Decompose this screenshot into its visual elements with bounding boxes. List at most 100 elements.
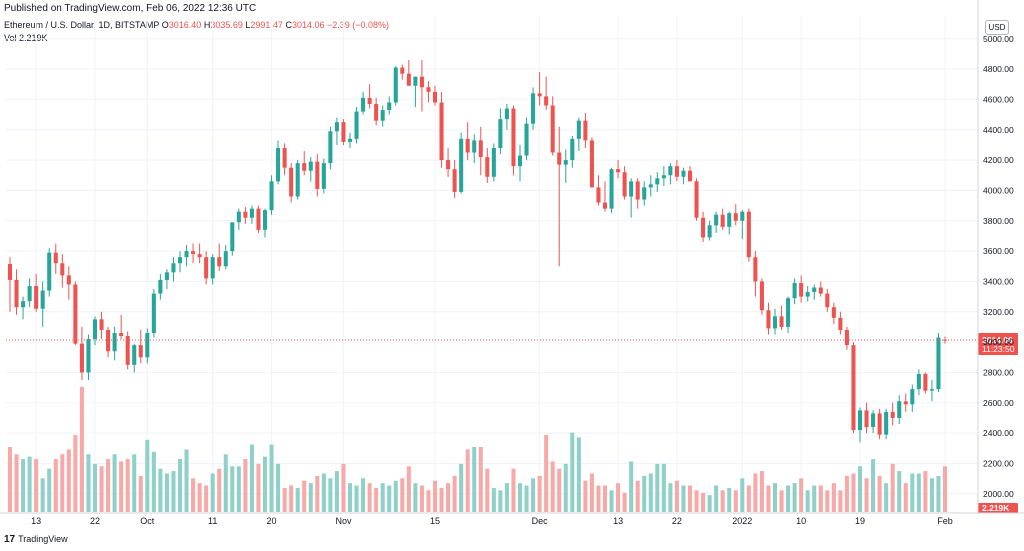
candle-body	[282, 147, 287, 168]
volume-bar	[308, 483, 313, 512]
candle-body	[7, 264, 13, 280]
candle-body	[655, 178, 660, 185]
candle-body	[759, 281, 764, 311]
symbol-legend: Ethereum / U.S. Dollar, 1D, BITSTAMP O30…	[4, 20, 389, 30]
volume-bar	[197, 483, 202, 512]
volume-bar	[642, 475, 647, 512]
footer-brand[interactable]: 17 TradingView	[4, 534, 68, 545]
high-value: 3035.69	[210, 20, 243, 30]
y-tick-label: 4600.00	[983, 94, 1014, 104]
candle-body	[289, 167, 294, 197]
volume-bar	[524, 485, 529, 512]
candle-body	[779, 316, 784, 327]
candle-body	[531, 93, 536, 124]
symbol-name[interactable]: Ethereum / U.S. Dollar, 1D, BITSTAMP	[4, 20, 160, 30]
candle-body	[27, 285, 32, 302]
volume-bar	[249, 444, 254, 512]
volume-bar	[923, 471, 928, 512]
candle-body	[164, 272, 169, 280]
candle-body	[596, 187, 601, 203]
currency-button[interactable]: USD	[985, 20, 1009, 35]
volume-bar	[60, 454, 65, 512]
candle-body	[79, 343, 84, 373]
candle-body	[674, 166, 679, 177]
volume-bar	[99, 466, 104, 512]
candle-body	[589, 140, 594, 188]
last-price-tag	[978, 332, 1018, 355]
volume-label[interactable]: Vol	[4, 33, 17, 43]
volume-bar	[66, 449, 71, 512]
volume-bar	[347, 483, 353, 512]
volume-bar	[151, 451, 156, 512]
volume-bar	[354, 485, 359, 512]
volume-bar	[367, 483, 372, 512]
volume-bar	[766, 485, 771, 512]
candle-body	[236, 211, 241, 223]
candle-body	[629, 181, 634, 197]
candle-body	[197, 254, 202, 258]
volume-bar	[439, 487, 444, 512]
volume-bar	[818, 485, 823, 512]
x-tick-label: 10	[796, 516, 806, 526]
candle-body	[367, 97, 372, 104]
y-tick-label: 3400.00	[983, 276, 1014, 286]
volume-bar	[171, 471, 176, 512]
candle-body	[406, 73, 411, 86]
candle-body	[714, 214, 719, 226]
candle-body	[210, 257, 215, 279]
volume-bar	[805, 490, 810, 512]
y-tick-label: 3800.00	[983, 216, 1014, 226]
axes: 2000.00 2200.00 2400.00 2600.00 2800.00 3000.…	[0, 0, 1024, 526]
close-label: C	[285, 20, 292, 30]
volume-bar	[230, 466, 235, 512]
candle-body	[609, 169, 614, 209]
volume-bar	[138, 475, 143, 512]
volume-bar	[236, 466, 241, 512]
candle-body	[47, 252, 52, 291]
candle-body	[694, 181, 699, 218]
y-tick-label: 3000.00	[983, 337, 1014, 347]
volume-bar	[177, 459, 183, 512]
candle-body	[465, 138, 470, 153]
candle-body	[262, 210, 268, 230]
y-tick-label: 2400.00	[983, 428, 1014, 438]
volume-bar	[21, 459, 26, 512]
candle-body	[419, 76, 424, 88]
volume-bar	[661, 463, 666, 512]
volume-bar	[452, 475, 457, 512]
y-tick-label: 2000.00	[983, 489, 1014, 499]
volume-bar	[328, 478, 333, 512]
x-tick-label: 13	[613, 516, 623, 526]
volume-bar	[602, 485, 608, 512]
volume-bar	[753, 473, 758, 512]
candle-body	[825, 293, 830, 308]
volume-bar	[544, 434, 549, 512]
candle-body	[635, 181, 640, 200]
volume-bar	[73, 434, 78, 512]
volume-bar	[387, 485, 392, 512]
volume-bar	[92, 463, 98, 512]
volume-bar	[531, 478, 536, 512]
volume-bar	[792, 483, 797, 512]
volume-bar	[929, 478, 934, 512]
volume-bar	[419, 485, 424, 512]
candle-body	[838, 317, 843, 330]
volume-bar	[511, 468, 516, 512]
volume-bar	[400, 478, 405, 512]
volume-bar	[890, 463, 895, 512]
volume-bar	[374, 487, 379, 512]
candle-body	[746, 211, 751, 258]
candle-body	[818, 287, 823, 294]
candle-body	[315, 161, 320, 189]
candle-body	[302, 163, 307, 171]
candle-body	[191, 251, 196, 255]
x-tick-label: 15	[430, 516, 440, 526]
candle-body	[439, 102, 444, 161]
y-tick-label: 3600.00	[983, 246, 1014, 256]
candle-body	[602, 202, 608, 209]
x-tick-label: Feb	[937, 516, 953, 526]
candle-body	[341, 122, 346, 142]
volume-bar	[714, 485, 719, 512]
candle-body	[720, 214, 725, 227]
